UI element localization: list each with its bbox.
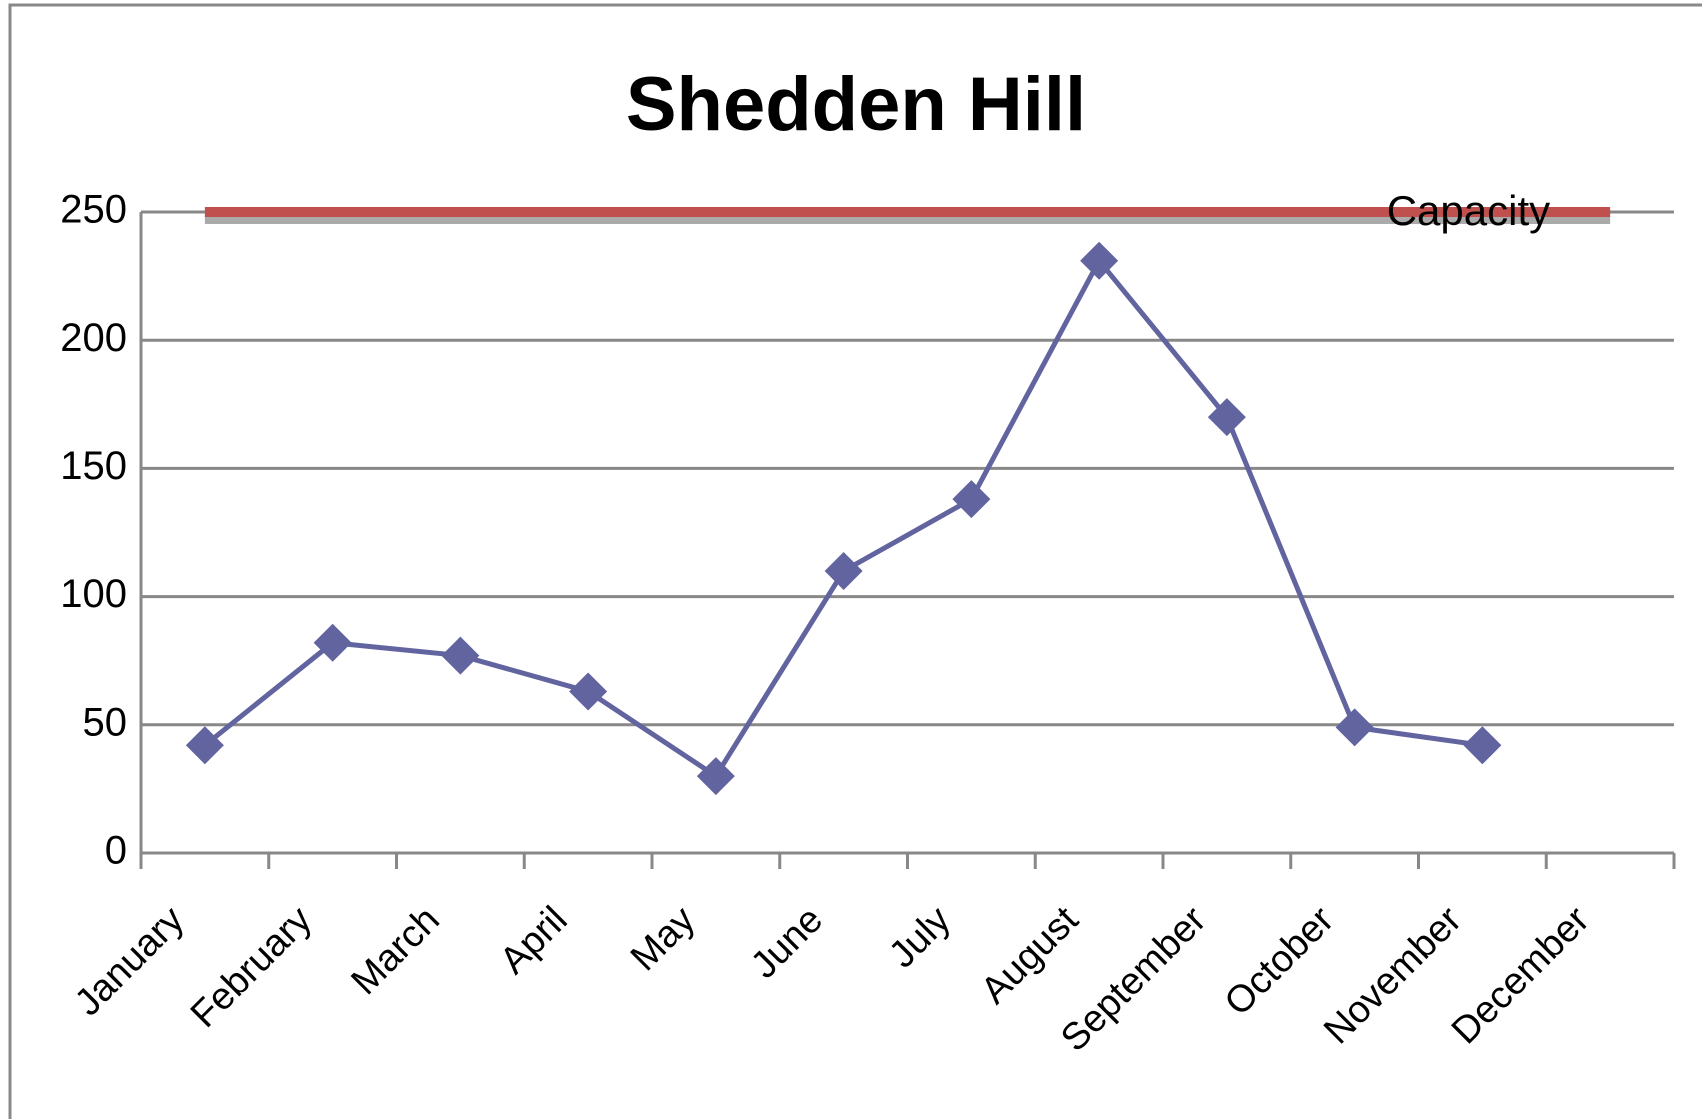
- marker: [569, 672, 608, 711]
- marker: [1335, 708, 1374, 747]
- chart-title: Shedden Hill: [626, 62, 1086, 147]
- y-tick-label: 50: [83, 700, 128, 744]
- marker: [1207, 398, 1246, 437]
- series-label: Capacity: [1387, 187, 1550, 234]
- marker: [1080, 241, 1119, 280]
- y-tick-label: 100: [60, 572, 127, 616]
- y-tick-label: 150: [60, 444, 127, 488]
- marker: [313, 623, 352, 662]
- y-tick-label: 250: [60, 188, 127, 232]
- marker: [696, 757, 735, 796]
- marker: [824, 551, 863, 590]
- marker: [1463, 726, 1502, 765]
- marker: [185, 726, 224, 765]
- marker: [952, 480, 991, 519]
- y-tick-label: 200: [60, 316, 127, 360]
- y-tick-label: 0: [105, 829, 127, 873]
- marker: [441, 636, 480, 675]
